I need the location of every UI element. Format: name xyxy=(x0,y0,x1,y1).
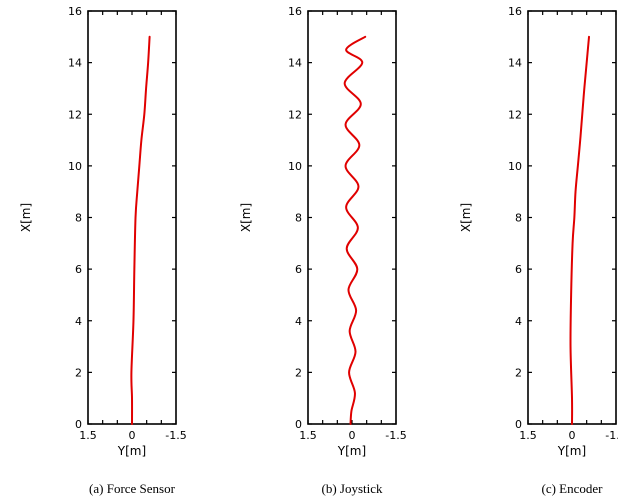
y-tick-label: 4 xyxy=(295,315,302,328)
y-tick-label: 0 xyxy=(295,418,302,431)
plot-frame xyxy=(527,10,617,425)
panel-caption: (b) Joystick xyxy=(321,481,383,496)
y-tick-label: 14 xyxy=(288,57,302,70)
y-tick-label: 14 xyxy=(508,57,522,70)
x-tick-label: -1.5 xyxy=(385,429,406,442)
y-tick-label: 10 xyxy=(288,160,302,173)
y-tick-label: 0 xyxy=(75,418,82,431)
y-tick-label: 2 xyxy=(295,366,302,379)
trajectory-line xyxy=(343,35,367,425)
y-tick-label: 16 xyxy=(508,5,522,18)
y-axis-label: X[m] xyxy=(459,203,473,232)
y-tick-label: 8 xyxy=(75,212,82,225)
x-axis-label: Y[m] xyxy=(337,444,366,458)
y-tick-label: 12 xyxy=(508,108,522,121)
y-tick-label: 6 xyxy=(75,263,82,276)
y-tick-label: 16 xyxy=(288,5,302,18)
x-tick-label: 1.5 xyxy=(79,429,97,442)
panel-caption: (a) Force Sensor xyxy=(89,481,176,496)
y-tick-label: 2 xyxy=(515,366,522,379)
y-tick-label: 14 xyxy=(68,57,82,70)
x-tick-label: -1.5 xyxy=(165,429,186,442)
y-axis-label: X[m] xyxy=(19,203,33,232)
trajectory-line xyxy=(569,35,591,425)
y-tick-label: 10 xyxy=(508,160,522,173)
y-tick-label: 12 xyxy=(68,108,82,121)
trajectory-line xyxy=(130,35,151,425)
x-tick-label: 0 xyxy=(349,429,356,442)
x-tick-label: 1.5 xyxy=(299,429,317,442)
y-tick-label: 10 xyxy=(68,160,82,173)
x-axis-label: Y[m] xyxy=(557,444,586,458)
y-tick-label: 4 xyxy=(75,315,82,328)
y-tick-label: 12 xyxy=(288,108,302,121)
x-tick-label: -1.5 xyxy=(605,429,618,442)
y-tick-label: 0 xyxy=(515,418,522,431)
x-tick-label: 0 xyxy=(569,429,576,442)
y-tick-label: 6 xyxy=(515,263,522,276)
x-tick-label: 0 xyxy=(129,429,136,442)
y-tick-label: 6 xyxy=(295,263,302,276)
y-tick-label: 8 xyxy=(515,212,522,225)
y-tick-label: 16 xyxy=(68,5,82,18)
y-tick-label: 2 xyxy=(75,366,82,379)
x-tick-label: 1.5 xyxy=(519,429,537,442)
panel-caption: (c) Encoder xyxy=(542,481,604,496)
x-axis-label: Y[m] xyxy=(117,444,146,458)
y-tick-label: 8 xyxy=(295,212,302,225)
y-axis-label: X[m] xyxy=(239,203,253,232)
y-tick-label: 4 xyxy=(515,315,522,328)
